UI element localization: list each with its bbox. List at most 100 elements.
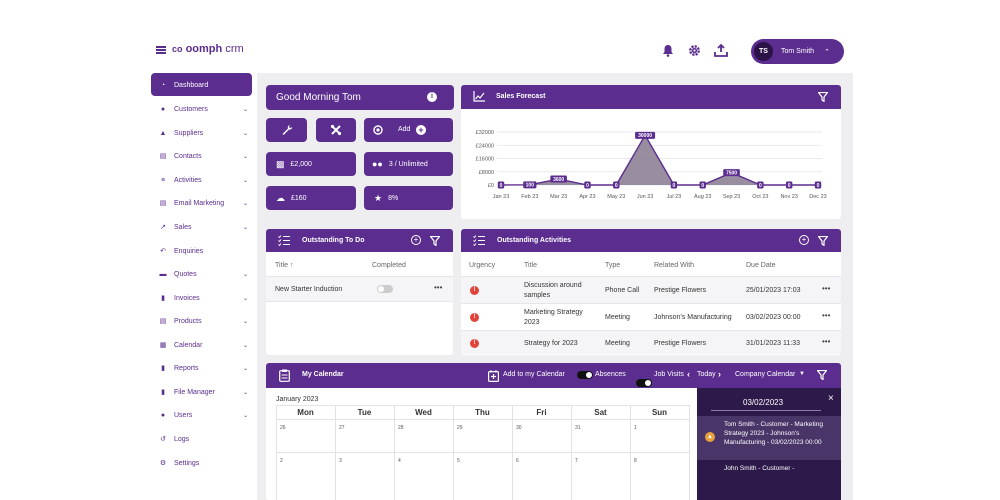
calendar-day-number: 5: [457, 458, 460, 464]
crossed-tools-button[interactable]: [316, 118, 356, 142]
calendar-gridline: [276, 405, 277, 500]
calendar-day-cell[interactable]: 3: [336, 453, 394, 484]
sidebar-item-sales[interactable]: ↗ Sales ⌄: [158, 220, 248, 234]
x-tick-label: Oct 23: [752, 194, 768, 200]
chevron-down-icon: ⌄: [242, 365, 248, 372]
sidebar-item-users[interactable]: ● Users ⌄: [158, 408, 248, 422]
filter-icon[interactable]: [818, 92, 828, 102]
calendar-day-cell[interactable]: 2: [277, 453, 335, 484]
upload-icon[interactable]: [714, 43, 728, 58]
add-circle-icon[interactable]: +: [411, 235, 421, 245]
more-icon[interactable]: •••: [822, 337, 831, 346]
todo-title: Outstanding To Do: [302, 237, 365, 244]
today-button[interactable]: Today: [697, 371, 716, 378]
chevron-left-icon[interactable]: ‹: [687, 369, 690, 379]
column-header[interactable]: Title: [524, 262, 537, 269]
gear-icon[interactable]: [687, 44, 701, 58]
calendar-day-number: 6: [516, 458, 519, 464]
calendar-event[interactable]: ▲ Tom Smith - Customer - Marketing Strat…: [697, 416, 841, 460]
invoices-icon: ▮: [161, 295, 165, 302]
x-tick-label: Jan 23: [493, 194, 510, 200]
sales-icon: ↗: [160, 224, 166, 231]
chevron-down-icon: ⌄: [242, 106, 248, 113]
data-label-box: [523, 181, 537, 189]
sidebar-item-logs[interactable]: ↺ Logs: [158, 432, 248, 446]
calendar-day-cell[interactable]: 27: [336, 420, 394, 451]
add-button[interactable]: Add +: [364, 118, 453, 142]
calendar-day-cell[interactable]: 8: [631, 453, 689, 484]
filter-icon[interactable]: [818, 236, 828, 246]
calendar-view-select[interactable]: Company Calendar: [735, 371, 796, 378]
close-icon[interactable]: ×: [828, 393, 834, 404]
calendar-day-cell[interactable]: 30: [513, 420, 571, 451]
logo[interactable]: co oomph crm: [172, 43, 244, 55]
user-menu[interactable]: TS Tom Smith ⌃: [751, 39, 844, 64]
column-header[interactable]: Title ↑: [275, 262, 294, 269]
calendar-day-number: 2: [280, 458, 283, 464]
table-row[interactable]: [461, 331, 841, 354]
more-icon[interactable]: •••: [822, 284, 831, 293]
bell-icon[interactable]: [661, 44, 675, 58]
table-row[interactable]: [266, 277, 453, 301]
sidebar-item-customers[interactable]: ● Customers ⌄: [158, 102, 248, 116]
column-header[interactable]: Completed: [372, 262, 406, 269]
calendar-day-cell[interactable]: 1: [631, 420, 689, 451]
table-row[interactable]: [461, 277, 841, 303]
calendar-event[interactable]: John Smith - Customer -: [697, 462, 841, 482]
calendar-day-cell[interactable]: 6: [513, 453, 571, 484]
data-label: 0: [759, 183, 762, 189]
data-label: 0: [586, 183, 589, 189]
filter-icon[interactable]: [817, 370, 827, 380]
trophy-stat[interactable]: ★ 8%: [364, 186, 453, 210]
tools-button[interactable]: [266, 118, 307, 142]
sidebar-item-dashboard[interactable]: ◔ Dashboard: [158, 78, 248, 92]
sidebar-item-settings[interactable]: ⚙ Settings: [158, 456, 248, 470]
sidebar-item-quotes[interactable]: ▬ Quotes ⌄: [158, 267, 249, 281]
calendar-gridline: [453, 405, 454, 500]
calendar-day-number: 7: [575, 458, 578, 464]
column-header[interactable]: Urgency: [469, 262, 496, 269]
sidebar-item-activities[interactable]: ≡ Activities ⌄: [158, 173, 248, 187]
activity-type: Meeting: [605, 340, 630, 347]
sales-stat[interactable]: ▩ £2,000: [266, 152, 356, 176]
sidebar-item-email-marketing[interactable]: ▤ Email Marketing ⌄: [158, 196, 248, 210]
urgent-icon: !: [470, 339, 479, 348]
forecast-stat[interactable]: ☁ £160: [266, 186, 356, 210]
sidebar-item-suppliers[interactable]: ▲ Suppliers ⌄: [158, 126, 248, 140]
sidebar-item-enquiries[interactable]: ↶ Enquiries: [158, 244, 248, 258]
todo-row-title: New Starter Induction: [275, 286, 343, 293]
sidebar-item-calendar[interactable]: ▦ Calendar ⌄: [158, 338, 248, 352]
calendar-day-cell[interactable]: 29: [454, 420, 512, 451]
add-circle-icon[interactable]: +: [799, 235, 809, 245]
job-visits-toggle[interactable]: [636, 379, 652, 387]
calendar-day-cell[interactable]: 26: [277, 420, 335, 451]
calendar-day-cell[interactable]: 28: [395, 420, 453, 451]
event-type-icon: ▲: [705, 432, 715, 442]
add-to-calendar-button[interactable]: Add to my Calendar: [503, 371, 565, 378]
menu-icon[interactable]: [156, 46, 166, 54]
absences-toggle[interactable]: [577, 371, 593, 379]
completed-toggle[interactable]: [377, 285, 393, 293]
filter-icon[interactable]: [430, 236, 440, 246]
sidebar-item-contacts[interactable]: ▤ Contacts ⌄: [158, 149, 248, 163]
sidebar-item-label: Logs: [174, 435, 190, 443]
chevron-right-icon[interactable]: ›: [718, 369, 721, 379]
more-icon[interactable]: •••: [822, 311, 831, 320]
calendar-day-cell[interactable]: 5: [454, 453, 512, 484]
column-header[interactable]: Due Date: [746, 262, 776, 269]
sidebar-item-file-manager[interactable]: ▮ File Manager ⌄: [158, 385, 248, 399]
date-picker[interactable]: 03/02/2023: [711, 394, 821, 411]
calendar-day-cell[interactable]: 7: [572, 453, 630, 484]
calendar-day-cell[interactable]: 31: [572, 420, 630, 451]
users-stat[interactable]: ●● 3 / Unlimited: [364, 152, 453, 176]
column-header[interactable]: Type: [605, 262, 621, 269]
info-icon[interactable]: i: [427, 92, 437, 102]
sidebar-item-products[interactable]: ▤ Products ⌄: [158, 314, 248, 328]
sidebar-item-invoices[interactable]: ▮ Invoices ⌄: [158, 291, 248, 305]
column-header[interactable]: Related With: [654, 262, 695, 269]
activity-title: Strategy for 2023: [524, 340, 578, 347]
sidebar-item-reports[interactable]: ▮ Reports ⌄: [158, 361, 248, 375]
x-tick-label: Sep 23: [723, 194, 740, 200]
calendar-day-cell[interactable]: 4: [395, 453, 453, 484]
more-icon[interactable]: •••: [434, 283, 443, 292]
